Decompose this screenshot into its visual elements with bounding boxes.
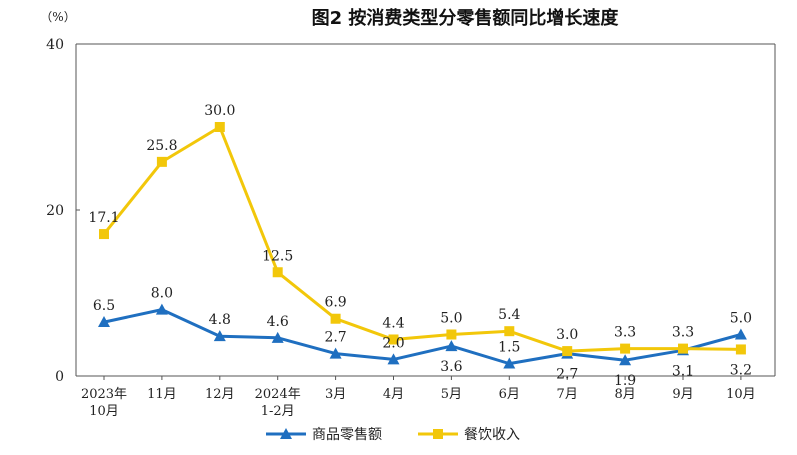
x-tick-label: 11月 [147, 387, 177, 402]
data-label: 3.1 [672, 363, 694, 379]
data-label: 5.4 [498, 307, 520, 323]
data-point-marker [272, 267, 283, 278]
data-label: 6.9 [324, 295, 346, 311]
data-label: 5.0 [440, 311, 462, 327]
data-label: 2.7 [324, 330, 346, 346]
data-label: 3.6 [440, 359, 462, 375]
data-point-marker [99, 229, 109, 240]
data-label: 5.0 [730, 311, 752, 327]
data-point-marker [98, 316, 110, 328]
data-point-marker [734, 328, 747, 340]
legend-marker [433, 429, 443, 439]
x-tick-label: 2024年 [255, 387, 301, 402]
data-point-marker [504, 326, 515, 337]
data-point-marker [271, 331, 284, 343]
data-label: 25.8 [146, 138, 177, 154]
data-label: 30.0 [204, 103, 235, 119]
data-label: 3.3 [672, 325, 694, 341]
data-point-marker [445, 340, 458, 352]
x-tick-label: 10月 [726, 387, 756, 402]
data-label: 2.7 [556, 367, 578, 383]
data-point-marker [619, 354, 632, 366]
y-unit-label: （%） [40, 10, 75, 24]
data-point-marker [387, 353, 400, 365]
series-line [102, 125, 741, 353]
data-label: 1.9 [614, 373, 636, 389]
y-tick-label: 20 [46, 203, 64, 219]
legend-label: 商品零售额 [312, 427, 382, 443]
data-point-marker [503, 357, 516, 369]
data-label: 4.6 [267, 314, 289, 330]
x-tick-label: 4月 [383, 387, 404, 402]
data-label: 3.2 [730, 362, 752, 378]
x-tick-label: 2023年 [81, 387, 127, 402]
data-point-marker [330, 313, 341, 324]
legend: 商品零售额 餐饮收入 [266, 427, 520, 443]
data-label: 12.5 [262, 248, 293, 264]
y-tick-label: 40 [46, 37, 64, 53]
data-point-marker [156, 156, 167, 167]
x-tick-label: 12月 [205, 387, 235, 402]
data-point-marker [678, 343, 688, 354]
data-label: 17.1 [88, 210, 119, 226]
x-tick-label: 8月 [614, 387, 635, 402]
legend-label: 餐饮收入 [464, 427, 520, 443]
legend-marker [280, 428, 292, 439]
data-label: 1.5 [498, 340, 520, 356]
axes: 0 20 40 2023年 10月 11月 12月 2024年 1-2月 3月 4月 5月 6月 7月 8月… [46, 37, 776, 419]
data-point-marker [329, 347, 342, 359]
data-label: 4.4 [382, 315, 404, 331]
data-point-marker [388, 334, 399, 345]
data-point-marker [620, 343, 631, 354]
x-tick-label: 10月 [89, 404, 119, 419]
data-label: 4.8 [209, 312, 231, 328]
data-point-marker [446, 329, 457, 340]
data-point-marker [214, 122, 225, 132]
series-line [103, 308, 742, 366]
data-label: 3.0 [556, 327, 578, 343]
data-point-marker [155, 303, 168, 315]
data-point-marker [735, 344, 746, 355]
series-layer [98, 122, 747, 369]
x-tick-label: 9月 [672, 387, 693, 402]
y-tick-label: 0 [55, 369, 64, 385]
x-tick-label: 3月 [325, 387, 346, 402]
x-tick-label: 7月 [557, 387, 578, 402]
x-tick-label: 1-2月 [261, 404, 295, 419]
chart-title: 图2 按消费类型分零售额同比增长速度 [312, 7, 620, 29]
data-label: 6.5 [93, 298, 115, 314]
data-label: 8.0 [151, 286, 173, 302]
data-point-marker [213, 330, 226, 342]
x-tick-label: 5月 [441, 387, 462, 402]
data-label: 2.0 [382, 335, 404, 351]
x-tick-label: 6月 [499, 387, 520, 402]
data-point-marker [562, 346, 573, 357]
data-labels: 6.5 8.0 4.8 4.6 2.7 2.0 3.6 1.5 2.7 1.9 3.1 5.0 17.1… [88, 103, 752, 389]
data-label: 3.3 [614, 325, 636, 341]
